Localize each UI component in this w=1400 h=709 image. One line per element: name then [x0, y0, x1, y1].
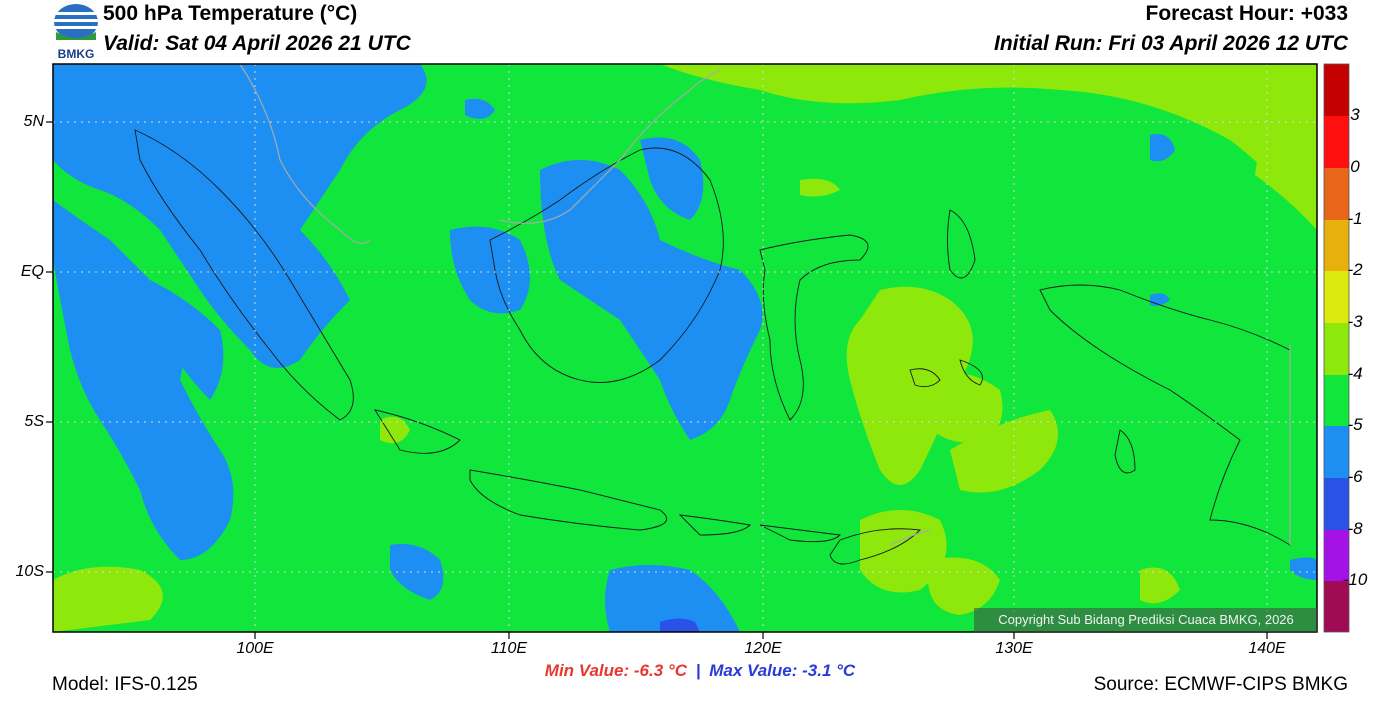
colder-regions [53, 64, 1317, 632]
lon-label-110e: 110E [490, 640, 528, 657]
map-title: 500 hPa Temperature (°C) [103, 2, 358, 25]
value-stats: Min Value: -6.3 °C | Max Value: -3.1 °C [0, 661, 1400, 681]
colorbar-swatch [1324, 478, 1349, 530]
colorbar-swatch [1324, 581, 1349, 632]
coldest-region [660, 618, 700, 632]
initial-run: Initial Run: Fri 03 April 2026 12 UTC [994, 32, 1348, 55]
colorbar-swatch [1324, 220, 1349, 271]
colorbar-swatch [1324, 375, 1349, 426]
colorbar-swatch [1324, 323, 1349, 375]
colorbar-swatch [1324, 271, 1349, 323]
max-value: Max Value: -3.1 °C [709, 661, 856, 680]
colorbar-swatch [1324, 426, 1349, 478]
lat-label-5s: 5S [24, 413, 44, 430]
logo-text: BMKG [58, 47, 95, 61]
min-value: Min Value: -6.3 °C [544, 661, 687, 680]
colorbar-label: -5 [1347, 415, 1363, 434]
colorbar-swatch [1324, 64, 1349, 116]
forecast-hour: Forecast Hour: +033 [1145, 2, 1349, 25]
coastlines [134, 129, 1291, 565]
lat-label-5n: 5N [23, 113, 44, 130]
model-label: Model: IFS-0.125 [52, 674, 198, 695]
colorbar [1323, 63, 1350, 633]
colorbar-swatch [1324, 530, 1349, 581]
warmer-regions [53, 64, 1317, 632]
map-frame [52, 63, 1318, 633]
lat-label-10s: 10S [15, 563, 44, 580]
source-label: Source: ECMWF-CIPS BMKG [1093, 674, 1348, 695]
colorbar-label: -6 [1347, 467, 1363, 486]
valid-time: Valid: Sat 04 April 2026 21 UTC [103, 32, 411, 55]
colorbar-label: -2 [1347, 260, 1363, 279]
bmkg-logo: BMKG [52, 2, 100, 62]
colorbar-label: -8 [1347, 519, 1363, 538]
stats-separator: | [695, 661, 701, 680]
lon-label-100e: 100E [236, 640, 274, 657]
colorbar-label: 0 [1350, 157, 1360, 176]
colorbar-label: -1 [1347, 209, 1363, 228]
colorbar-swatch [1324, 116, 1349, 168]
borders [239, 63, 1291, 546]
colorbar-label: -4 [1347, 364, 1363, 383]
colorbar-label: -3 [1347, 312, 1363, 331]
graticule [53, 64, 1317, 632]
lon-label-120e: 120E [744, 640, 782, 657]
lat-label-eq: EQ [20, 263, 44, 280]
copyright-notice: Copyright Sub Bidang Prediksi Cuaca BMKG… [974, 608, 1318, 632]
lon-label-130e: 130E [995, 640, 1033, 657]
colorbar-label: -10 [1342, 570, 1368, 589]
axis-ticks [46, 121, 1268, 639]
colorbar-swatch [1324, 168, 1349, 220]
lon-label-140e: 140E [1248, 640, 1286, 657]
colorbar-label: 3 [1350, 105, 1360, 124]
